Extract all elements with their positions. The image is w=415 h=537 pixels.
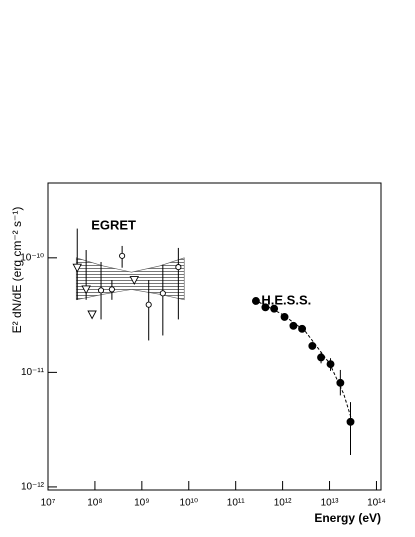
marker [97,287,105,294]
marker [308,342,317,350]
marker [175,264,182,271]
x-tick-label: 10⁷ [41,498,56,509]
marker [145,301,152,308]
y-axis-label: E² dN/dE (erg cm⁻² s⁻¹) [10,207,24,334]
x-tick-label: 10¹⁰ [180,498,198,509]
marker [336,378,345,387]
plot-frame [47,182,382,491]
marker [72,263,82,273]
fit-band [75,257,185,301]
x-tick-label: 10⁹ [134,498,149,509]
marker [317,353,326,362]
marker [87,310,97,320]
x-tick-label: 10¹³ [321,498,339,509]
marker [129,276,140,285]
marker [108,286,115,293]
marker [280,312,289,321]
x-tick-label: 10⁸ [87,498,102,509]
marker [81,285,91,295]
marker [298,324,307,333]
marker [270,304,279,313]
marker [326,360,335,369]
y-tick-label: 10⁻¹² [21,482,45,493]
marker [261,303,270,312]
y-tick-label: 10⁻¹¹ [21,367,45,378]
annotation: H.E.S.S. [261,292,311,307]
marker [159,290,166,297]
x-tick-label: 10¹² [274,498,292,509]
fit-line [254,299,353,421]
marker [119,252,126,259]
x-axis-label: Energy (eV) [314,511,381,525]
marker [289,321,298,330]
y-tick-label: 10⁻¹⁰ [20,252,44,263]
annotation: EGRET [91,217,136,232]
x-tick-label: 10¹⁴ [367,498,386,509]
x-tick-label: 10¹¹ [227,498,245,509]
marker [346,417,355,426]
marker [251,297,260,305]
